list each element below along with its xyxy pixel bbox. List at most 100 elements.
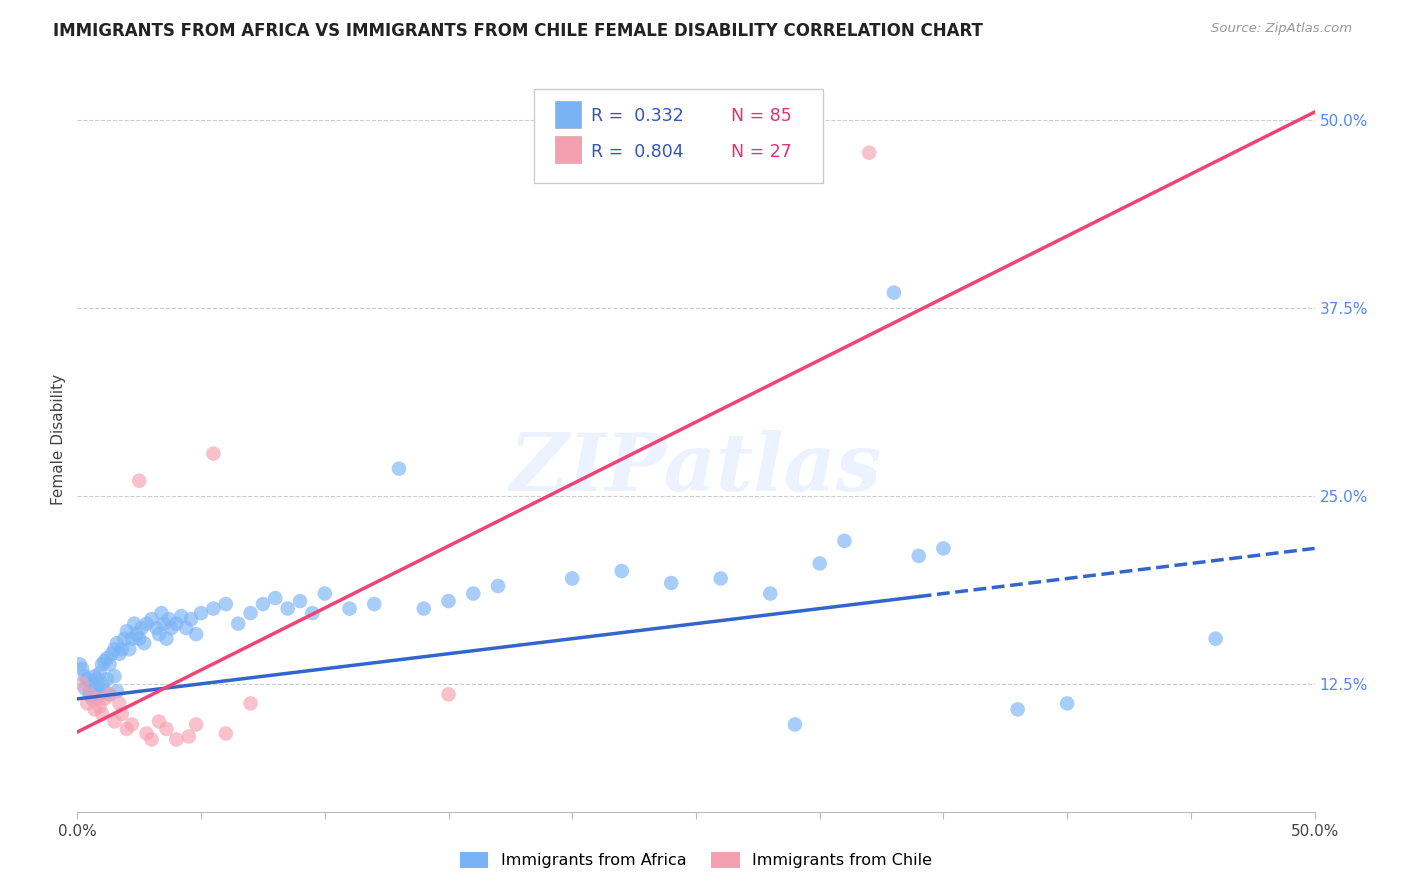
Point [148, 627, 170, 641]
Point [239, 697, 262, 711]
Point [118, 642, 141, 657]
Point [561, 572, 583, 586]
Point [170, 609, 193, 624]
Point [363, 597, 385, 611]
Y-axis label: Female Disability: Female Disability [51, 374, 66, 505]
Point [339, 601, 361, 615]
Point [86, 681, 108, 696]
Point [174, 621, 197, 635]
Point [783, 717, 806, 731]
Point [883, 285, 905, 300]
Point [96, 651, 118, 665]
Point [150, 606, 173, 620]
Point [202, 447, 225, 461]
Point [808, 557, 831, 571]
Point [105, 684, 128, 698]
Point [76, 697, 98, 711]
Point [180, 612, 202, 626]
Point [96, 673, 118, 687]
Point [437, 687, 460, 701]
Point [98, 687, 121, 701]
Point [79, 687, 101, 701]
Point [83, 669, 105, 683]
Point [83, 702, 105, 716]
Point [412, 601, 434, 615]
Point [165, 616, 187, 631]
Point [239, 606, 262, 620]
Point [301, 606, 323, 620]
Point [659, 576, 682, 591]
Point [610, 564, 633, 578]
Point [91, 677, 114, 691]
Point [111, 642, 134, 657]
Point [155, 722, 177, 736]
Point [93, 684, 115, 698]
Text: R =  0.332: R = 0.332 [591, 107, 683, 125]
Point [141, 732, 163, 747]
Point [82, 677, 104, 691]
Point [1056, 697, 1078, 711]
Point [93, 691, 115, 706]
Point [135, 616, 157, 631]
Point [73, 669, 96, 683]
Point [177, 730, 200, 744]
Point [184, 717, 207, 731]
Point [148, 714, 170, 729]
Point [160, 621, 183, 635]
Point [79, 687, 101, 701]
Point [72, 662, 94, 676]
Point [108, 647, 131, 661]
Point [121, 717, 143, 731]
Point [91, 706, 114, 721]
Point [710, 572, 733, 586]
Point [76, 673, 98, 687]
Point [108, 697, 131, 711]
Point [98, 657, 121, 672]
Point [155, 632, 177, 646]
Point [83, 687, 105, 701]
Point [153, 616, 176, 631]
Point [437, 594, 460, 608]
Point [277, 601, 299, 615]
Point [858, 145, 880, 160]
Point [73, 681, 96, 696]
Point [134, 636, 156, 650]
Point [165, 732, 187, 747]
Point [184, 627, 207, 641]
Text: N = 27: N = 27 [731, 143, 792, 161]
Point [115, 624, 138, 639]
Point [82, 691, 104, 706]
Point [89, 666, 111, 681]
Point [128, 632, 150, 646]
Point [93, 654, 115, 668]
Point [101, 647, 124, 661]
Point [145, 621, 167, 635]
Point [226, 616, 249, 631]
Point [1007, 702, 1029, 716]
Point [91, 657, 114, 672]
Point [759, 586, 782, 600]
Point [79, 684, 101, 698]
Point [907, 549, 929, 563]
Text: R =  0.804: R = 0.804 [591, 143, 683, 161]
Text: Source: ZipAtlas.com: Source: ZipAtlas.com [1212, 22, 1353, 36]
Point [128, 474, 150, 488]
Point [486, 579, 509, 593]
Legend: Immigrants from Africa, Immigrants from Chile: Immigrants from Africa, Immigrants from … [453, 845, 939, 874]
Point [131, 621, 153, 635]
Point [1205, 632, 1227, 646]
Point [115, 722, 138, 736]
Point [288, 594, 311, 608]
Point [215, 726, 238, 740]
Point [157, 612, 180, 626]
Point [112, 632, 135, 646]
Point [121, 632, 143, 646]
Point [105, 636, 128, 650]
Text: ZIPatlas: ZIPatlas [510, 430, 882, 508]
Point [202, 601, 225, 615]
Text: IMMIGRANTS FROM AFRICA VS IMMIGRANTS FROM CHILE FEMALE DISABILITY CORRELATION CH: IMMIGRANTS FROM AFRICA VS IMMIGRANTS FRO… [53, 22, 983, 40]
Point [98, 687, 121, 701]
Point [86, 673, 108, 687]
Text: N = 85: N = 85 [731, 107, 792, 125]
Point [111, 706, 134, 721]
